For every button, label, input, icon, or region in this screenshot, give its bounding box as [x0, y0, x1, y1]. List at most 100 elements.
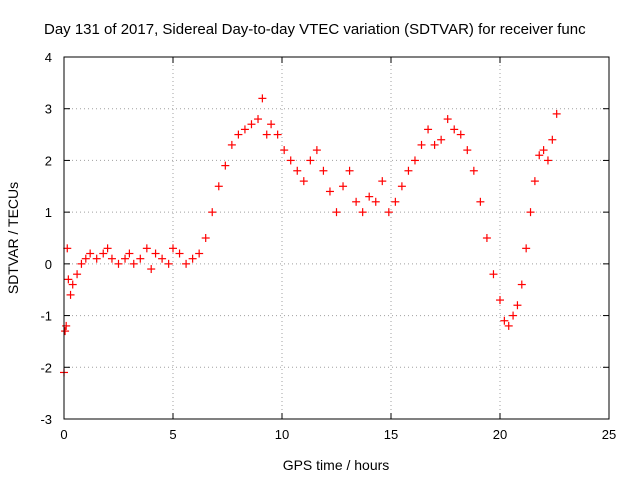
data-point [456, 130, 465, 139]
data-point [522, 244, 531, 253]
data-point [147, 265, 156, 274]
data-point [151, 249, 160, 258]
data-point [404, 166, 413, 175]
data-point [371, 197, 380, 206]
data-point [430, 140, 439, 149]
data-point [247, 120, 256, 129]
x-tick-label: 25 [602, 427, 616, 442]
series-sdtvar [60, 94, 561, 377]
data-point [535, 151, 544, 160]
data-point [103, 244, 112, 253]
data-point [319, 166, 328, 175]
x-tick-label: 5 [169, 427, 176, 442]
data-point [437, 135, 446, 144]
data-point [496, 296, 504, 305]
data-point [384, 208, 393, 217]
data-point [99, 249, 108, 258]
data-point [81, 254, 90, 263]
data-point [73, 270, 82, 279]
data-point [201, 234, 210, 242]
data-point [63, 244, 72, 253]
data-point [169, 244, 177, 253]
y-tick-label: 1 [45, 205, 52, 220]
data-point [463, 146, 472, 155]
data-point [66, 290, 75, 299]
data-point [476, 197, 485, 206]
data-point [125, 249, 134, 258]
data-point [62, 321, 71, 330]
data-point [410, 156, 419, 165]
data-point [254, 115, 263, 124]
data-point [64, 275, 73, 284]
x-tick-label: 20 [493, 427, 507, 442]
data-point [526, 208, 535, 217]
y-tick-label: 4 [45, 50, 52, 65]
axis-ticks: 0 5 10 15 20 25 -3 -2 -1 0 1 2 3 4 [40, 50, 616, 442]
data-point [358, 208, 367, 217]
data-point [391, 197, 400, 206]
data-point [530, 177, 539, 186]
data-point [77, 259, 86, 268]
data-point [293, 166, 302, 175]
data-point [188, 254, 197, 263]
data-point [86, 249, 95, 258]
data-point [92, 254, 101, 263]
data-point [107, 254, 116, 263]
data-point [195, 249, 204, 258]
data-point [129, 259, 138, 268]
data-point [397, 182, 406, 191]
data-point [345, 166, 354, 175]
data-point [227, 140, 236, 149]
y-tick-label: -3 [40, 412, 52, 427]
data-point [286, 156, 295, 165]
data-point [258, 94, 267, 103]
data-point [240, 125, 249, 134]
data-point [121, 254, 130, 263]
data-point [158, 254, 167, 263]
data-point [182, 259, 191, 268]
data-point [517, 280, 526, 289]
y-tick-label: -1 [40, 309, 52, 324]
data-point [175, 249, 184, 258]
data-point [352, 197, 361, 206]
data-point [267, 120, 276, 129]
data-point [469, 166, 478, 175]
data-point [548, 135, 557, 144]
data-point [164, 259, 173, 268]
plot-frame [63, 56, 610, 420]
data-point [339, 182, 348, 191]
data-point [482, 234, 491, 242]
data-point [280, 146, 289, 155]
x-tick-label: 0 [60, 427, 67, 442]
data-point [539, 146, 548, 155]
data-point [273, 130, 282, 139]
data-point [61, 327, 70, 336]
data-point [299, 177, 308, 186]
x-axis-label: GPS time / hours [283, 457, 390, 473]
data-point [306, 156, 315, 165]
data-point [543, 156, 552, 165]
chart-title: Day 131 of 2017, Sidereal Day-to-day VTE… [44, 21, 586, 38]
data-point [424, 125, 433, 134]
data-point [450, 125, 459, 134]
data-point [221, 161, 230, 170]
y-tick-label: 2 [45, 153, 52, 168]
data-point [417, 140, 426, 149]
grid-lines [64, 57, 609, 419]
data-point [136, 254, 145, 263]
data-point [208, 208, 217, 217]
data-point [500, 316, 509, 325]
data-point [443, 115, 452, 124]
y-tick-label: -2 [40, 360, 52, 375]
data-point [114, 259, 123, 268]
data-point [509, 311, 518, 320]
data-series-sdtvar [60, 94, 561, 377]
data-point [262, 130, 271, 139]
data-point [312, 146, 321, 155]
data-point [504, 321, 513, 330]
data-point [552, 109, 561, 118]
data-point [332, 208, 341, 217]
data-point [234, 130, 243, 139]
data-point [325, 187, 334, 196]
